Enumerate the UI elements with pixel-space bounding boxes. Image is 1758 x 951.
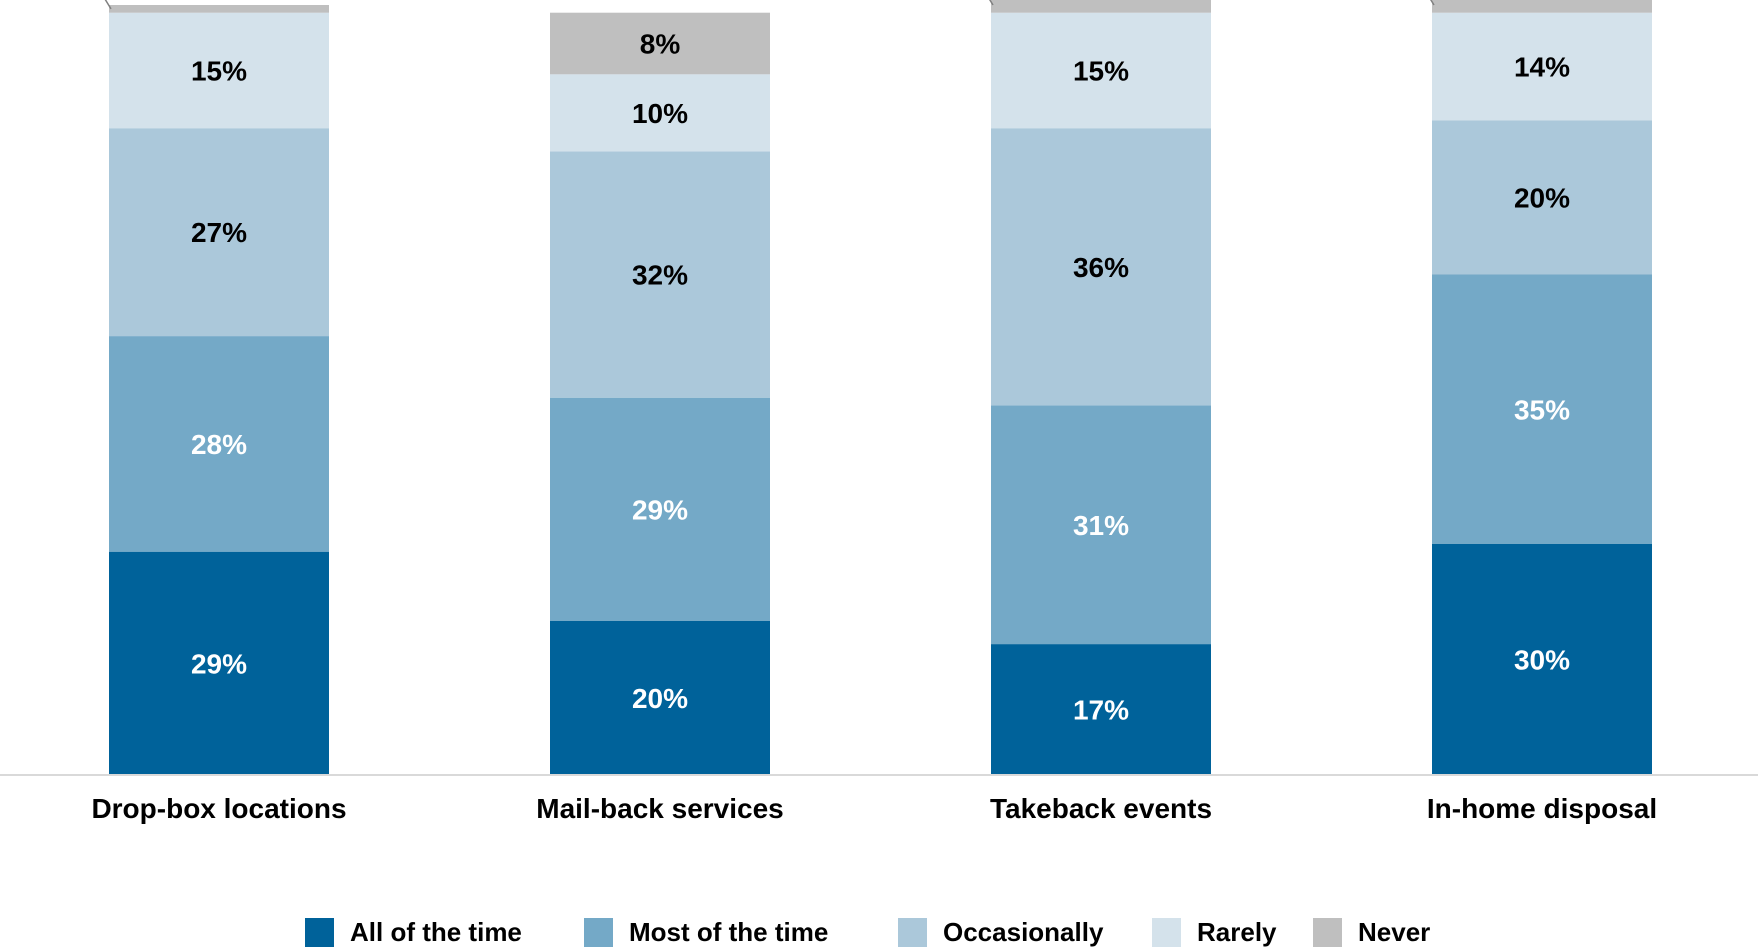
legend-swatch-never <box>1313 918 1342 947</box>
bar-segment-mail-back-services-most-of-the-time <box>550 397 770 621</box>
data-label-drop-box-locations-most-of-the-time: 28% <box>191 429 247 460</box>
bar-segment-drop-box-locations-occasionally <box>109 128 329 337</box>
category-label-drop-box-locations: Drop-box locations <box>91 793 346 824</box>
bar-segment-takeback-events-most-of-the-time <box>991 405 1211 645</box>
bar-segment-drop-box-locations-all-of-the-time <box>109 551 329 775</box>
bar-segment-in-home-disposal-most-of-the-time <box>1432 274 1652 544</box>
leader-line-takeback-events-never <box>989 0 994 6</box>
data-label-mail-back-services-rarely: 10% <box>632 98 688 129</box>
legend: All of the time Most of the time Occasiona… <box>305 917 1430 947</box>
data-label-takeback-events-all-of-the-time: 17% <box>1073 695 1129 726</box>
bar-segment-drop-box-locations-never <box>109 5 329 13</box>
legend-label-all-of-the-time: All of the time <box>350 917 522 947</box>
data-label-mail-back-services-most-of-the-time: 29% <box>632 494 688 525</box>
category-labels: Drop-box locations Mail-back services Take… <box>91 793 1657 824</box>
legend-label-rarely: Rarely <box>1197 917 1277 947</box>
bar-segment-takeback-events-all-of-the-time <box>991 644 1211 775</box>
bar-segment-in-home-disposal-rarely <box>1432 12 1652 121</box>
bar-segment-takeback-events-rarely <box>991 12 1211 129</box>
data-label-mail-back-services-never: 8% <box>640 29 681 60</box>
bar-segment-mail-back-services-occasionally <box>550 151 770 398</box>
data-label-in-home-disposal-all-of-the-time: 30% <box>1514 645 1570 676</box>
bar-segment-in-home-disposal-never <box>1432 0 1652 13</box>
category-label-in-home-disposal: In-home disposal <box>1427 793 1657 824</box>
data-label-drop-box-locations-all-of-the-time: 29% <box>191 648 247 679</box>
legend-label-never: Never <box>1358 917 1430 947</box>
data-label-drop-box-locations-rarely: 15% <box>191 55 247 86</box>
bar-segment-drop-box-locations-most-of-the-time <box>109 336 329 552</box>
bar-segment-mail-back-services-rarely <box>550 74 770 152</box>
leader-line-drop-box-locations-never <box>104 0 112 10</box>
legend-swatch-occasionally <box>898 918 927 947</box>
bar-segment-takeback-events-occasionally <box>991 128 1211 406</box>
bar-segment-in-home-disposal-all-of-the-time <box>1432 544 1652 775</box>
bar-segment-drop-box-locations-rarely <box>109 12 329 129</box>
category-label-mail-back-services: Mail-back services <box>536 793 784 824</box>
data-label-in-home-disposal-most-of-the-time: 35% <box>1514 394 1570 425</box>
bars-layer: 29%28%27%15%1%20%29%32%10%8%17%31%36%15%… <box>104 0 1652 775</box>
bar-segment-mail-back-services-all-of-the-time <box>550 621 770 775</box>
data-label-in-home-disposal-rarely: 14% <box>1514 52 1570 83</box>
leader-line-in-home-disposal-never <box>1430 0 1435 6</box>
data-label-drop-box-locations-occasionally: 27% <box>191 217 247 248</box>
legend-swatch-most-of-the-time <box>584 918 613 947</box>
data-label-takeback-events-occasionally: 36% <box>1073 252 1129 283</box>
category-label-takeback-events: Takeback events <box>990 793 1212 824</box>
legend-label-most-of-the-time: Most of the time <box>629 917 828 947</box>
legend-label-occasionally: Occasionally <box>943 917 1104 947</box>
data-label-takeback-events-rarely: 15% <box>1073 55 1129 86</box>
bar-segment-in-home-disposal-occasionally <box>1432 120 1652 275</box>
bar-segment-mail-back-services-never <box>550 12 770 75</box>
legend-swatch-rarely <box>1152 918 1181 947</box>
data-label-mail-back-services-occasionally: 32% <box>632 260 688 291</box>
data-label-mail-back-services-all-of-the-time: 20% <box>632 683 688 714</box>
bar-segment-takeback-events-never <box>991 0 1211 13</box>
legend-swatch-all-of-the-time <box>305 918 334 947</box>
data-label-takeback-events-most-of-the-time: 31% <box>1073 510 1129 541</box>
data-label-in-home-disposal-occasionally: 20% <box>1514 183 1570 214</box>
